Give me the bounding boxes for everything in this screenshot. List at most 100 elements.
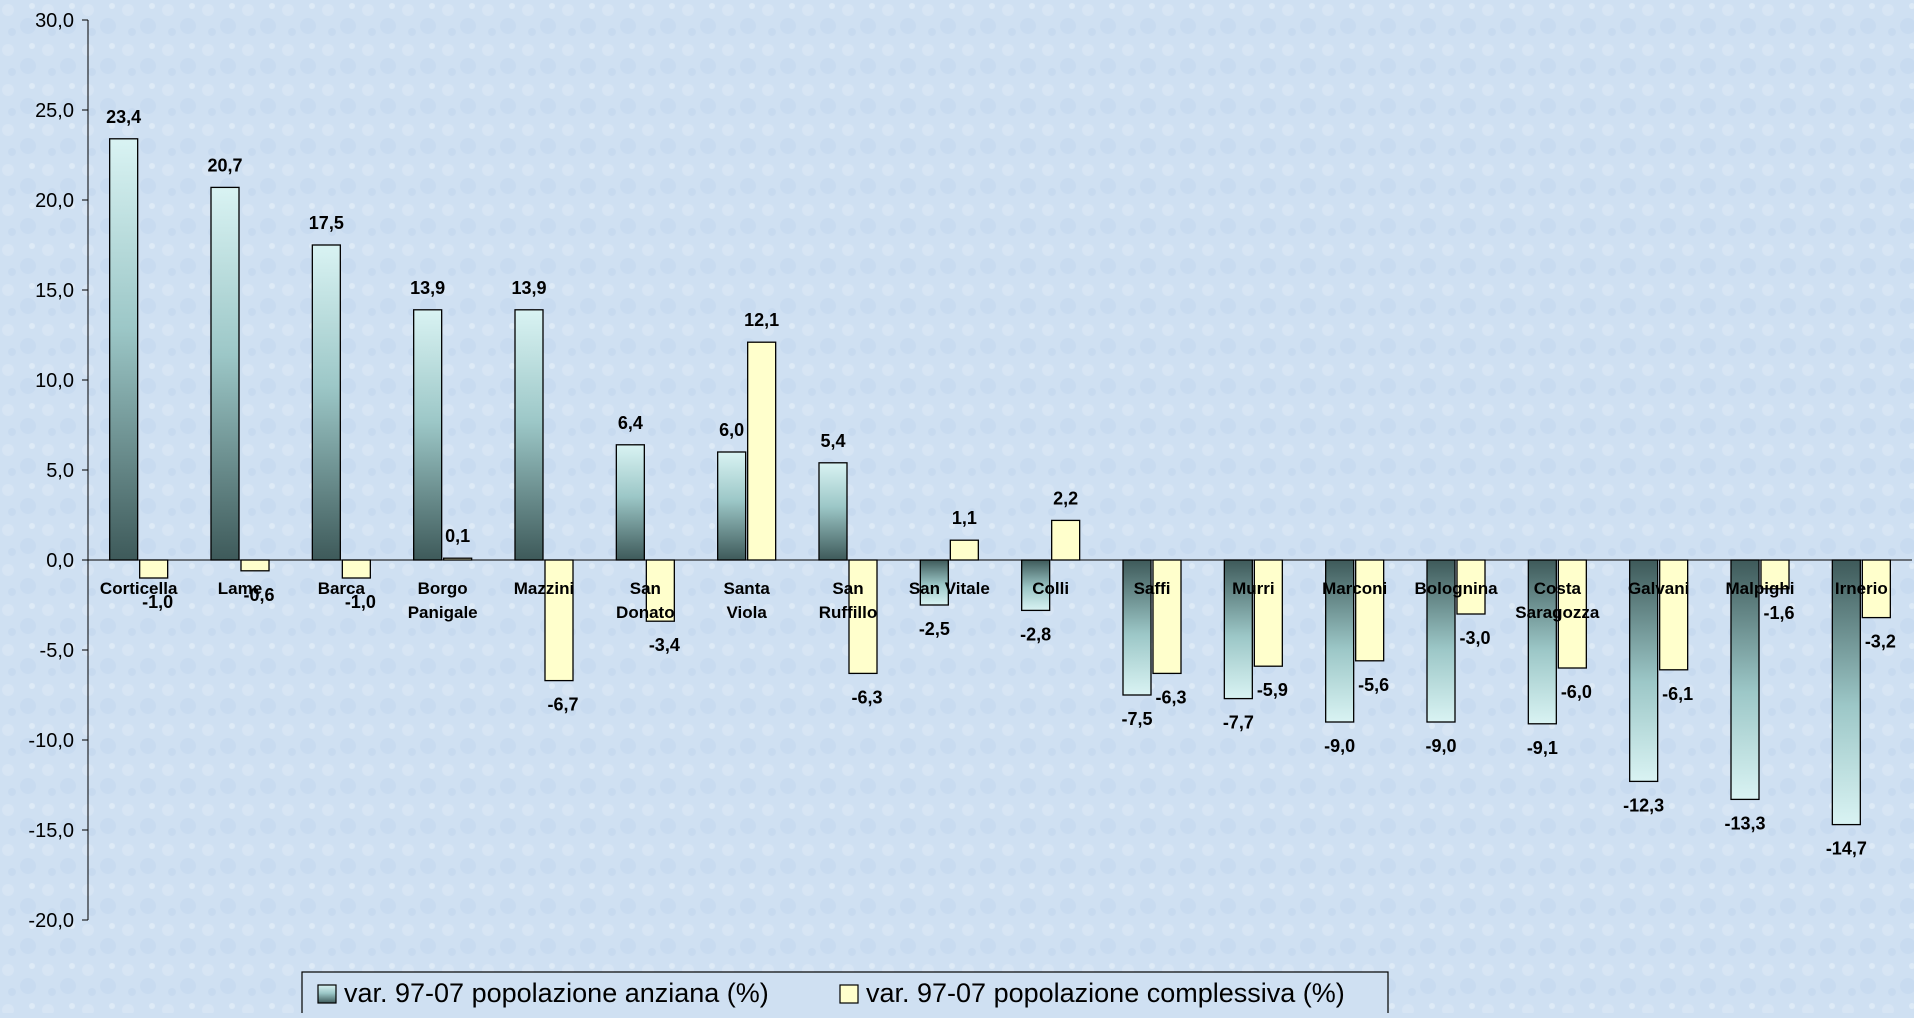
data-label: -13,3 bbox=[1724, 813, 1765, 833]
y-tick-label: -20,0 bbox=[28, 910, 74, 932]
category-label: Viola bbox=[727, 603, 768, 622]
category-label: Irnerio bbox=[1835, 579, 1888, 598]
category-label: Corticella bbox=[100, 579, 178, 598]
data-label: -2,5 bbox=[919, 619, 950, 639]
bar-complessiva bbox=[443, 557, 473, 561]
y-tick-label: -5,0 bbox=[40, 640, 74, 662]
bar-complessiva bbox=[848, 559, 878, 675]
bar-complessiva bbox=[949, 539, 979, 561]
bar-anziana bbox=[717, 451, 747, 561]
y-tick-label: -15,0 bbox=[28, 820, 74, 842]
bar-anziana bbox=[1021, 559, 1051, 612]
category-label: San bbox=[630, 579, 661, 598]
bar-anziana bbox=[1730, 559, 1760, 801]
legend-swatch bbox=[317, 984, 337, 1004]
bar-complessiva bbox=[341, 559, 371, 579]
category-label: Barca bbox=[318, 579, 366, 598]
data-label: -1,0 bbox=[142, 592, 173, 612]
data-label: -3,0 bbox=[1459, 628, 1490, 648]
category-label: Panigale bbox=[408, 603, 478, 622]
y-tick-label: 0,0 bbox=[46, 550, 74, 572]
data-label: -1,6 bbox=[1763, 603, 1794, 623]
data-label: -6,1 bbox=[1662, 684, 1693, 704]
bar-complessiva bbox=[1051, 519, 1081, 561]
data-label: 2,2 bbox=[1053, 488, 1078, 508]
data-label: -3,2 bbox=[1865, 632, 1896, 652]
y-tick-label: 5,0 bbox=[46, 460, 74, 482]
bar-complessiva bbox=[747, 341, 777, 561]
bar-complessiva bbox=[1760, 559, 1790, 590]
y-tick-label: 20,0 bbox=[35, 190, 74, 212]
data-labels: 23,4 -1,0 20,7 -0,6 17,5 -1,0 13,9 0,1 13,9 -6,7 6… bbox=[106, 107, 1896, 859]
bar-anziana bbox=[1426, 559, 1456, 723]
data-label: 0,1 bbox=[445, 526, 470, 546]
data-label: -9,0 bbox=[1425, 736, 1456, 756]
category-label: Lame bbox=[218, 579, 262, 598]
bar-complessiva bbox=[544, 559, 574, 682]
data-label: 20,7 bbox=[207, 155, 242, 175]
data-label: 13,9 bbox=[410, 278, 445, 298]
bar-anziana bbox=[413, 309, 443, 561]
bar-anziana bbox=[1629, 559, 1659, 783]
data-label: -14,7 bbox=[1826, 839, 1867, 859]
category-label: Costa bbox=[1534, 579, 1582, 598]
y-tick-label: 25,0 bbox=[35, 100, 74, 122]
legend-label: var. 97-07 popolazione complessiva (%) bbox=[866, 978, 1345, 1008]
y-tick-label: -10,0 bbox=[28, 730, 74, 752]
data-label: -9,0 bbox=[1324, 736, 1355, 756]
bar-complessiva bbox=[240, 559, 270, 572]
bar-anziana bbox=[1527, 559, 1557, 725]
y-tick-label: 30,0 bbox=[35, 10, 74, 32]
data-label: 12,1 bbox=[744, 310, 779, 330]
data-label: -7,7 bbox=[1223, 713, 1254, 733]
data-label: -6,3 bbox=[851, 687, 882, 707]
data-label: 5,4 bbox=[820, 431, 845, 451]
data-label: 6,0 bbox=[719, 420, 744, 440]
y-axis: 30,0 25,0 20,0 15,0 10,0 5,0 0,0 -5,0 -10,0 -15,0… bbox=[28, 10, 1912, 932]
legend-label: var. 97-07 popolazione anziana (%) bbox=[344, 978, 769, 1008]
category-label: San Vitale bbox=[909, 579, 990, 598]
data-label: 6,4 bbox=[618, 413, 643, 433]
bar-anziana bbox=[109, 138, 139, 561]
bar-anziana bbox=[818, 462, 848, 561]
bar-anziana bbox=[311, 244, 341, 561]
category-label: Murri bbox=[1232, 579, 1275, 598]
bar-anziana bbox=[1831, 559, 1861, 826]
data-label: 13,9 bbox=[511, 278, 546, 298]
data-label: -3,4 bbox=[649, 635, 680, 655]
bar-anziana bbox=[210, 186, 240, 561]
category-label: Santa bbox=[724, 579, 771, 598]
category-label: Saffi bbox=[1134, 579, 1171, 598]
category-labels: Corticella Lame Barca Borgo Panigale Mazzini S… bbox=[100, 579, 1888, 622]
bar-complessiva bbox=[139, 559, 169, 579]
category-label: Malpighi bbox=[1726, 579, 1795, 598]
data-label: -5,6 bbox=[1358, 675, 1389, 695]
category-label: Mazzini bbox=[514, 579, 574, 598]
data-label: -6,7 bbox=[547, 695, 578, 715]
bar-anziana bbox=[1223, 559, 1253, 700]
legend: var. 97-07 popolazione anziana (%) var. 9… bbox=[301, 971, 1389, 1015]
data-label: 1,1 bbox=[952, 508, 977, 528]
bar-complessiva bbox=[1659, 559, 1689, 671]
bar-complessiva bbox=[1152, 559, 1182, 675]
data-label: -6,0 bbox=[1561, 682, 1592, 702]
bar-complessiva bbox=[1355, 559, 1385, 662]
bar-anziana bbox=[514, 309, 544, 561]
bar-complessiva bbox=[1861, 559, 1891, 619]
bar-anziana bbox=[1325, 559, 1355, 723]
category-label: Bolognina bbox=[1414, 579, 1498, 598]
data-label: -9,1 bbox=[1527, 738, 1558, 758]
data-label: -7,5 bbox=[1121, 709, 1152, 729]
y-tick-label: 15,0 bbox=[35, 280, 74, 302]
data-label: -5,9 bbox=[1257, 680, 1288, 700]
category-label: Ruffillo bbox=[819, 603, 878, 622]
data-label: -6,3 bbox=[1155, 687, 1186, 707]
bar-complessiva bbox=[1557, 559, 1587, 669]
bar-complessiva bbox=[1456, 559, 1486, 615]
y-tick-label: 10,0 bbox=[35, 370, 74, 392]
category-label: San bbox=[832, 579, 863, 598]
bar-anziana bbox=[615, 444, 645, 561]
data-label: -0,6 bbox=[243, 585, 274, 605]
